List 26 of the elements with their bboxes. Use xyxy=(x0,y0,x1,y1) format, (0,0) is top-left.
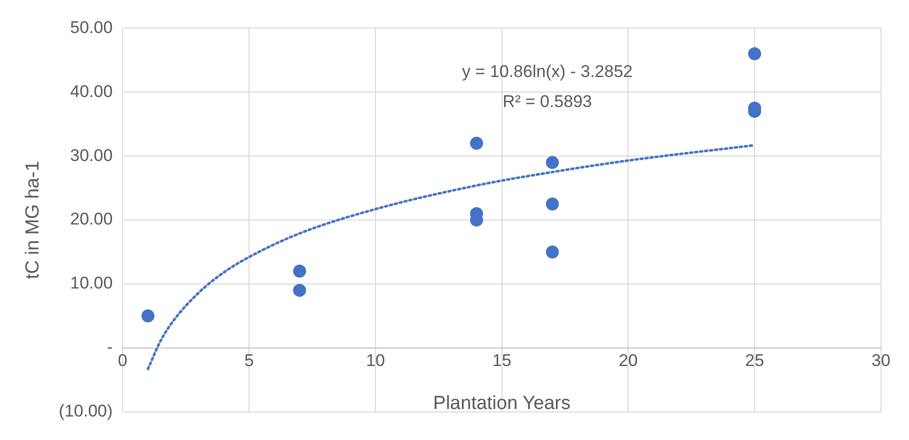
y-tick-label: 50.00 xyxy=(70,18,113,37)
annotation: y = 10.86ln(x) - 3.2852 xyxy=(462,62,633,81)
point xyxy=(546,156,559,169)
y-tick-label: 10.00 xyxy=(70,274,113,293)
y-tick-label: 30.00 xyxy=(70,146,113,165)
y-tick-label: 20.00 xyxy=(70,210,113,229)
annotation: R² = 0.5893 xyxy=(502,92,592,111)
x-tick-label: 25 xyxy=(745,350,764,370)
x-tick-label: 10 xyxy=(366,350,385,370)
x-tick-label: 30 xyxy=(872,350,890,370)
y-tick-label: - xyxy=(106,338,113,357)
y-axis-title: tC in MG ha-1 xyxy=(22,160,44,280)
x-tick-label: 0 xyxy=(118,350,128,370)
point xyxy=(293,264,306,278)
point xyxy=(293,284,306,297)
point xyxy=(470,136,484,150)
x-tick-label: 5 xyxy=(244,350,254,370)
x-axis-title: Plantation Years xyxy=(433,392,571,414)
point xyxy=(141,309,154,322)
point xyxy=(748,47,762,60)
y-tick-label: 40.00 xyxy=(70,82,113,101)
point xyxy=(546,245,559,258)
point xyxy=(546,198,559,211)
x-tick-label: 15 xyxy=(492,350,512,370)
y-tick-label: (10.00) xyxy=(58,401,113,420)
x-tick-label: 20 xyxy=(618,350,638,370)
